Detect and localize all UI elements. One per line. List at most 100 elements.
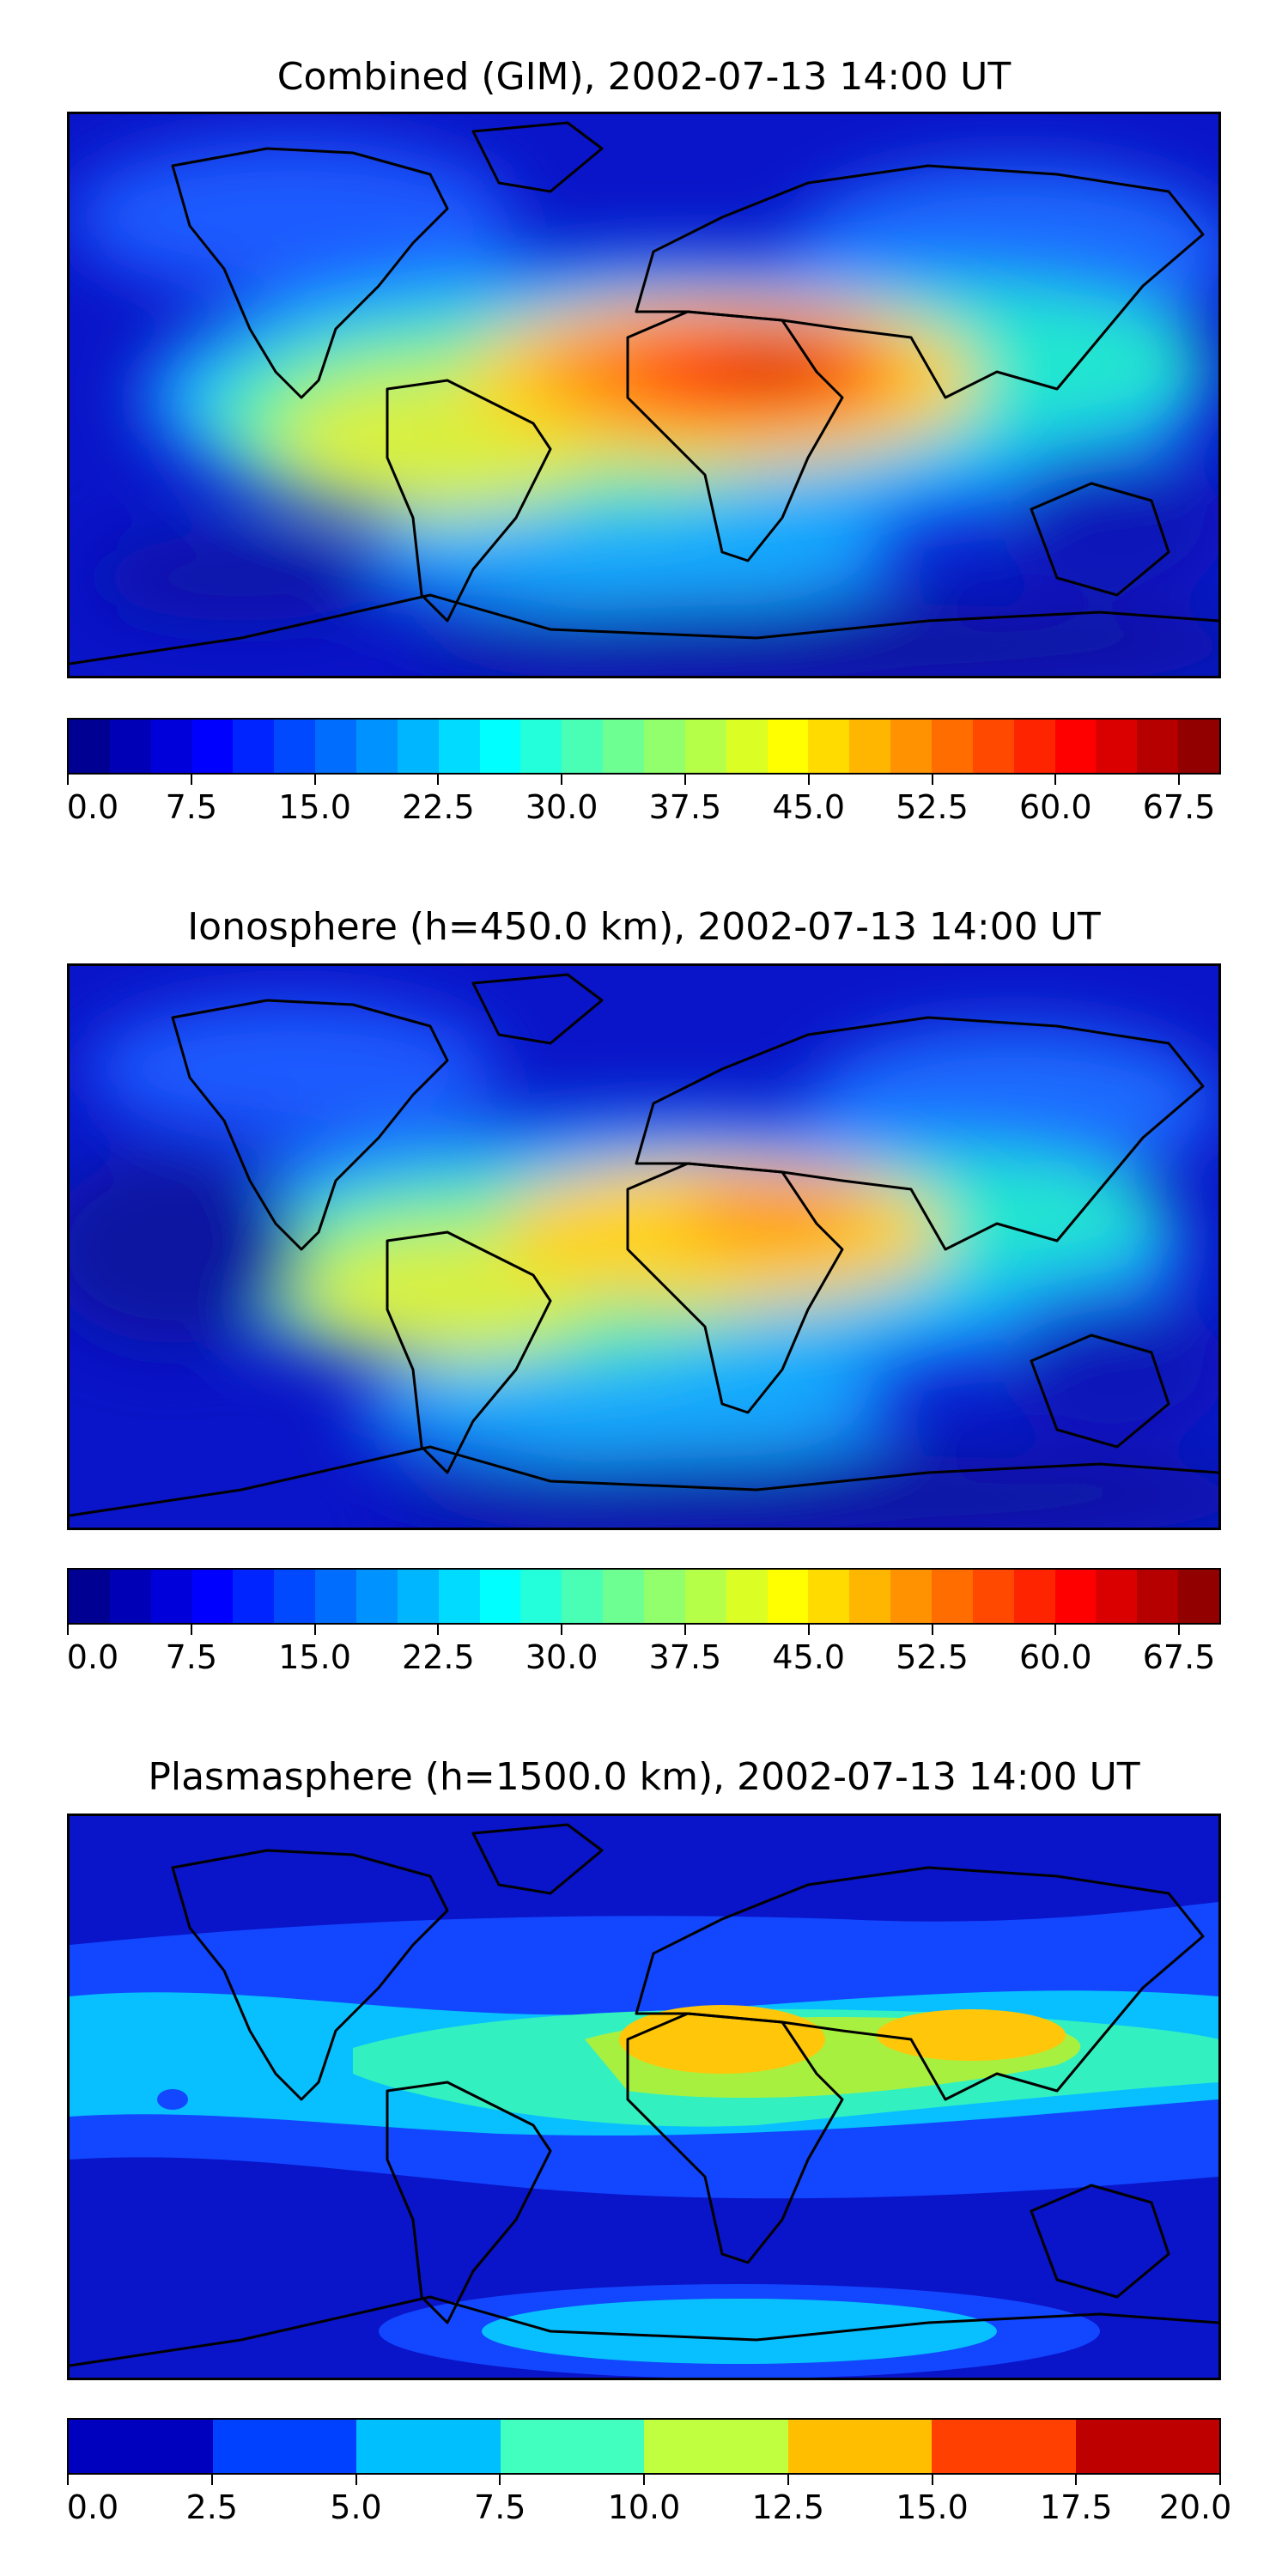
colorbar-plasmasphere [67, 2418, 1221, 2475]
colorbar-segment [1178, 1570, 1220, 1623]
colorbar-tick-label: 37.5 [648, 1638, 722, 1676]
heatmap-plasmasphere [70, 1816, 1218, 2378]
chart-title: Ionosphere (h=450.0 km), 2002-07-13 14:0… [187, 905, 1101, 949]
antarctica-coast [70, 2295, 1218, 2367]
colorbar-segment [1137, 720, 1179, 773]
eurasia-coast [635, 164, 1205, 399]
colorbar-tick-mark [437, 775, 440, 785]
colorbar-tick-mark [437, 1625, 440, 1635]
australia-coast [1030, 2184, 1170, 2299]
colorbar-segment [562, 1570, 604, 1623]
south-america-coast [386, 379, 552, 623]
map-ionosphere [67, 963, 1221, 1530]
colorbar-segment [890, 1570, 933, 1623]
colorbar-tick-label: 60.0 [1018, 788, 1092, 826]
colorbar-segment [69, 1570, 110, 1623]
colorbar-segment [315, 720, 357, 773]
colorbar-segment [644, 1570, 685, 1623]
colorbar-tick-mark [67, 1625, 69, 1635]
colorbar-tick-label: 45.0 [772, 788, 846, 826]
colorbar-segment [849, 720, 891, 773]
colorbar-tick-mark [683, 775, 686, 785]
colorbar-segment [684, 1570, 726, 1623]
coastlines [70, 1823, 1218, 2367]
colorbar-tick-label: 5.0 [330, 2488, 382, 2526]
colorbar-tick-label: 37.5 [648, 788, 722, 826]
colorbar-tick-label: 52.5 [896, 1638, 969, 1676]
colorbar-segment [1096, 720, 1138, 773]
colorbar-segment [191, 1570, 234, 1623]
colorbar-segment [808, 1570, 850, 1623]
north-america-coast [171, 999, 449, 1251]
colorbar-tick-mark [1178, 1625, 1181, 1635]
colorbar-combined [67, 718, 1221, 775]
colorbar-tick-mark [1054, 775, 1057, 785]
colorbar-tick-label: 15.0 [896, 2488, 969, 2526]
colorbar-tick-label: 20.0 [1158, 2488, 1232, 2526]
colorbar-tick-mark [355, 2475, 357, 2485]
colorbar-tick-label: 15.0 [278, 788, 351, 826]
colorbar-tick-mark [1178, 775, 1181, 785]
colorbar-tick-mark [787, 2475, 789, 2485]
colorbar-tick-label: 10.0 [607, 2488, 681, 2526]
colorbar-segment [69, 720, 110, 773]
greenland-coast [471, 1823, 604, 1895]
colorbar-segment [397, 720, 439, 773]
colorbar-segment [808, 720, 850, 773]
colorbar-ticks-ionosphere: 0.0 7.5 15.0 22.5 30.0 37.5 45.0 52.5 60.0 67.5 [67, 1625, 1221, 1676]
colorbar-tick-label: 30.0 [525, 788, 598, 826]
colorbar-segment [520, 1570, 562, 1623]
colorbar-segment [932, 2420, 1076, 2473]
coastlines [70, 121, 1218, 665]
australia-coast [1030, 482, 1170, 597]
colorbar-segment [356, 1570, 398, 1623]
north-america-coast [171, 147, 449, 399]
tec-field-ionosphere [70, 1000, 1218, 1528]
colorbar-tick-mark [313, 775, 316, 785]
colorbar-segment [356, 720, 398, 773]
colorbar-tick-label: 67.5 [1142, 788, 1216, 826]
colorbar-segment [1137, 1570, 1179, 1623]
eurasia-coast [635, 1866, 1205, 2101]
colorbar-segment [109, 1570, 151, 1623]
colorbar-tick-label: 12.5 [751, 2488, 825, 2526]
south-america-coast [386, 1230, 552, 1474]
colorbar-segment [787, 2420, 932, 2473]
colorbar-segment [890, 720, 933, 773]
colorbar-segment [233, 720, 275, 773]
colorbar-segment [233, 1570, 275, 1623]
colorbar-tick-label: 15.0 [278, 1638, 351, 1676]
colorbar-segment [603, 720, 645, 773]
colorbar-tick-mark [1219, 2475, 1221, 2485]
colorbar-tick-label: 60.0 [1018, 1638, 1092, 1676]
colorbar-ticks-combined: 0.0 7.5 15.0 22.5 30.0 37.5 45.0 52.5 60.0 67.5 [67, 775, 1221, 826]
colorbar-segment [274, 720, 316, 773]
colorbar-segment [438, 720, 480, 773]
antarctica-coast [70, 593, 1218, 665]
colorbar-segment [972, 720, 1014, 773]
colorbar-tick-label: 22.5 [402, 1638, 475, 1676]
south-america-coast [386, 2081, 552, 2324]
colorbar-segment [1013, 1570, 1055, 1623]
colorbar-segment [849, 1570, 891, 1623]
colorbar-tick-mark [67, 2475, 69, 2485]
colorbar-segment [1054, 1570, 1097, 1623]
colorbar-tick-mark [190, 1625, 192, 1635]
colorbar-tick-mark [931, 1625, 933, 1635]
colorbar-segment [274, 1570, 316, 1623]
colorbar-segment [932, 720, 973, 773]
colorbar-segment [69, 2420, 213, 2473]
heatmap-ionosphere [70, 966, 1218, 1528]
colorbar-tick-label: 22.5 [402, 788, 475, 826]
colorbar-segment [397, 1570, 439, 1623]
colorbar-tick-mark [931, 775, 933, 785]
colorbar-segment [109, 720, 151, 773]
chart-title: Plasmasphere (h=1500.0 km), 2002-07-13 1… [148, 1755, 1140, 1799]
coastlines [70, 973, 1218, 1517]
north-america-coast [171, 1849, 449, 2101]
colorbar-tick-label: 67.5 [1142, 1638, 1216, 1676]
eurasia-coast [635, 1016, 1205, 1251]
colorbar-segment [191, 720, 234, 773]
colorbar-segment [684, 720, 726, 773]
colorbar-segment [212, 2420, 356, 2473]
